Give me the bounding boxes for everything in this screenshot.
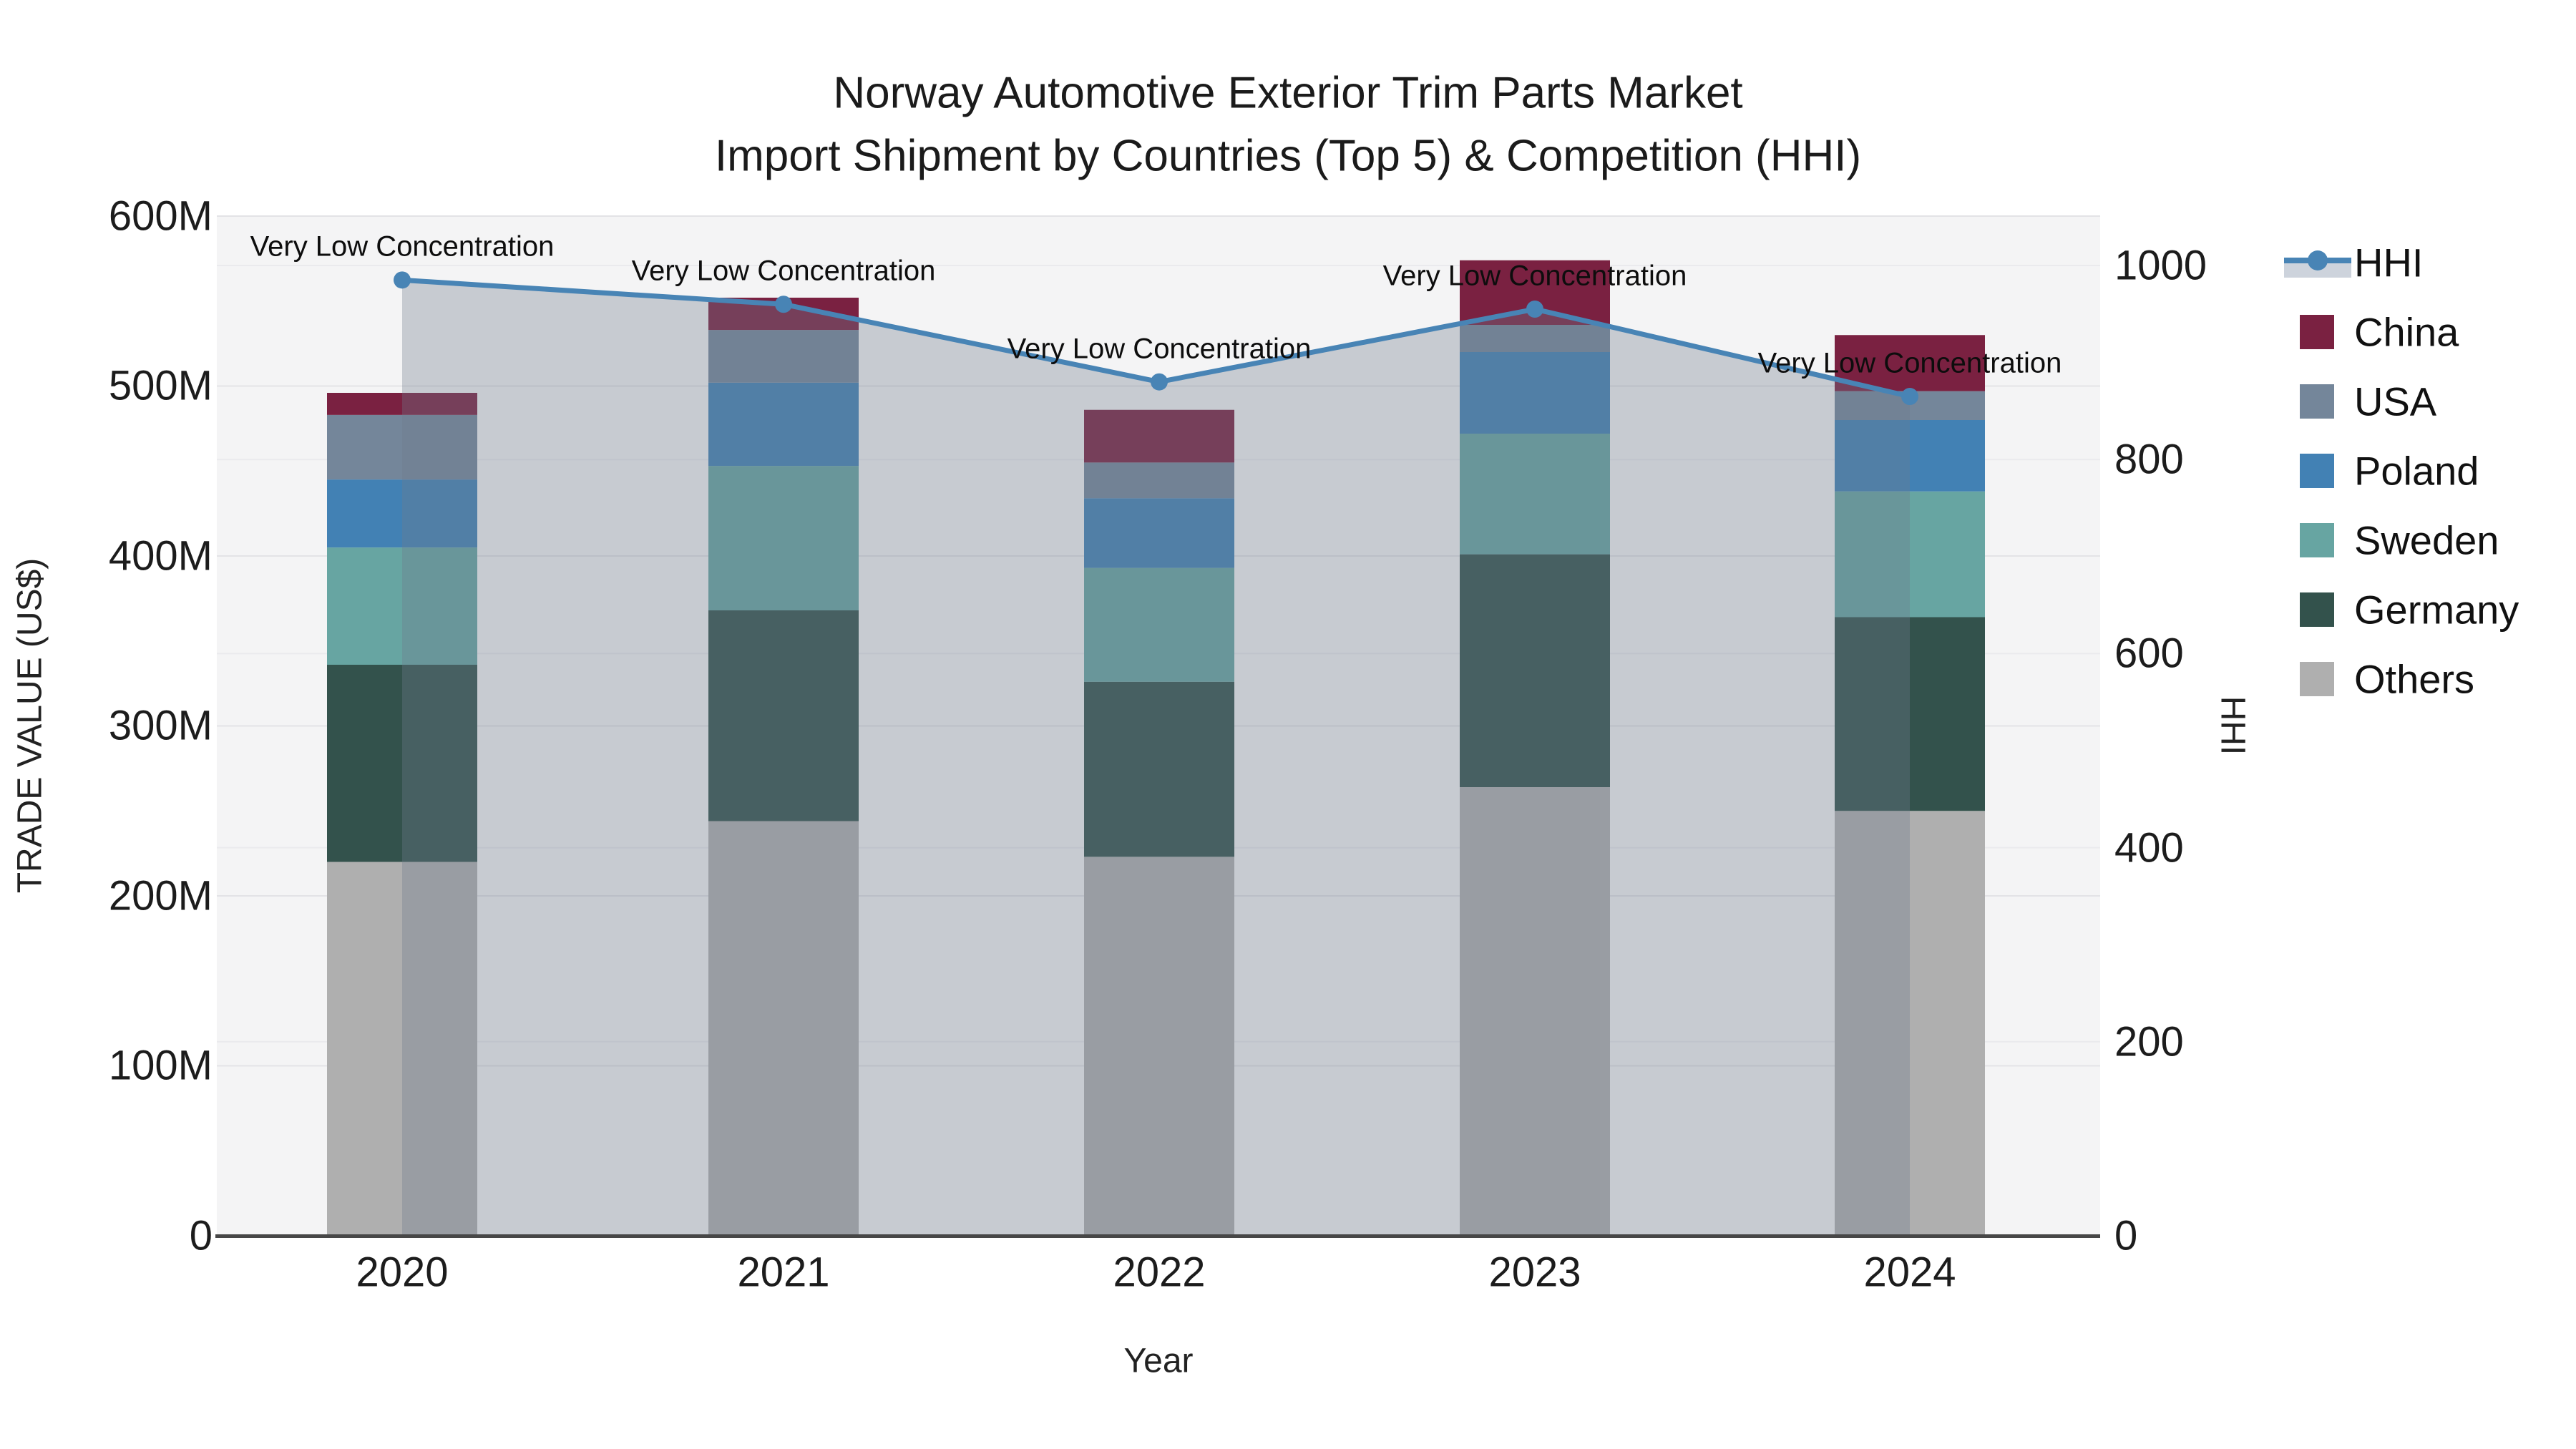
hhi-marker-2023[interactable] bbox=[1526, 301, 1543, 318]
y-right-tick-0: 0 bbox=[2114, 1212, 2138, 1259]
y-right-tick-600: 600 bbox=[2114, 630, 2184, 677]
sweden-swatch-icon bbox=[2300, 523, 2334, 557]
germany-swatch-icon bbox=[2300, 592, 2334, 627]
chart-title-line1: Norway Automotive Exterior Trim Parts Ma… bbox=[833, 68, 1743, 118]
bar-segment-others-2020[interactable] bbox=[327, 862, 477, 1236]
legend-label: Poland bbox=[2354, 448, 2479, 494]
y-left-tick-300: 300M bbox=[108, 702, 213, 749]
y-right-tick-800: 800 bbox=[2114, 436, 2184, 483]
bar-segment-sweden-2023[interactable] bbox=[1460, 434, 1610, 555]
x-axis-title: Year bbox=[1123, 1342, 1194, 1380]
annotation-2020: Very Low Concentration bbox=[250, 230, 555, 263]
y-left-tick-500: 500M bbox=[108, 362, 213, 409]
hhi-marker-2021[interactable] bbox=[775, 296, 792, 313]
legend-label: Others bbox=[2354, 656, 2475, 702]
bar-segment-others-2024[interactable] bbox=[1835, 811, 1985, 1236]
x-tick-2020: 2020 bbox=[356, 1249, 449, 1296]
y-right-tick-1000: 1000 bbox=[2114, 242, 2207, 289]
bar-segment-poland-2024[interactable] bbox=[1835, 420, 1985, 492]
hhi-area-fill bbox=[402, 280, 1910, 1236]
bar-segment-sweden-2020[interactable] bbox=[327, 547, 477, 665]
annotation-2024: Very Low Concentration bbox=[1757, 347, 2062, 379]
bar-segment-germany-2020[interactable] bbox=[327, 665, 477, 862]
x-tick-2023: 2023 bbox=[1488, 1249, 1581, 1296]
legend-label: Sweden bbox=[2354, 517, 2499, 563]
x-tick-2022: 2022 bbox=[1113, 1249, 1206, 1296]
china-swatch-icon bbox=[2300, 315, 2334, 349]
legend-label: China bbox=[2354, 309, 2459, 355]
bar-segment-germany-2022[interactable] bbox=[1084, 681, 1234, 857]
bar-segment-sweden-2021[interactable] bbox=[708, 466, 859, 610]
x-tick-2024: 2024 bbox=[1863, 1249, 1956, 1296]
bar-segment-germany-2024[interactable] bbox=[1835, 617, 1985, 811]
legend-label: USA bbox=[2354, 379, 2437, 424]
hhi-marker-2022[interactable] bbox=[1151, 373, 1168, 391]
hhi-marker-2024[interactable] bbox=[1901, 388, 1918, 406]
bar-segment-usa-2023[interactable] bbox=[1460, 325, 1610, 352]
bar-segment-others-2021[interactable] bbox=[708, 821, 859, 1236]
bar-segment-poland-2020[interactable] bbox=[327, 479, 477, 548]
annotation-2021: Very Low Concentration bbox=[631, 255, 936, 287]
bar-segment-others-2022[interactable] bbox=[1084, 857, 1234, 1236]
bar-segment-sweden-2022[interactable] bbox=[1084, 567, 1234, 682]
bar-segment-china-2022[interactable] bbox=[1084, 409, 1234, 463]
bar-segment-usa-2022[interactable] bbox=[1084, 462, 1234, 499]
x-tick-2021: 2021 bbox=[737, 1249, 830, 1296]
bar-segment-germany-2021[interactable] bbox=[708, 610, 859, 821]
annotation-2022: Very Low Concentration bbox=[1007, 333, 1312, 365]
bar-segment-others-2023[interactable] bbox=[1460, 787, 1610, 1236]
x-axis-line bbox=[215, 1234, 2100, 1238]
bar-segment-china-2024[interactable] bbox=[1835, 335, 1985, 391]
y-left-tick-600: 600M bbox=[108, 192, 213, 240]
y-left-tick-200: 200M bbox=[108, 872, 213, 919]
bar-segment-china-2020[interactable] bbox=[327, 393, 477, 415]
y-right-tick-400: 400 bbox=[2114, 824, 2184, 872]
poland-swatch-icon bbox=[2300, 454, 2334, 488]
bar-segment-usa-2020[interactable] bbox=[327, 414, 477, 480]
usa-swatch-icon bbox=[2300, 384, 2334, 419]
legend-label: Germany bbox=[2354, 587, 2519, 633]
hhi-marker-2020[interactable] bbox=[394, 271, 411, 289]
chart-title-line2: Import Shipment by Countries (Top 5) & C… bbox=[714, 131, 1862, 181]
bar-segment-sweden-2024[interactable] bbox=[1835, 491, 1985, 618]
y-left-tick-0: 0 bbox=[189, 1212, 213, 1259]
bar-segment-poland-2021[interactable] bbox=[708, 382, 859, 467]
others-swatch-icon bbox=[2300, 662, 2334, 696]
hhi-line-icon bbox=[2284, 243, 2351, 283]
y-left-tick-400: 400M bbox=[108, 532, 213, 580]
bar-segment-germany-2023[interactable] bbox=[1460, 554, 1610, 787]
bar-segment-poland-2023[interactable] bbox=[1460, 352, 1610, 434]
y-left-axis-title: TRADE VALUE (US$) bbox=[11, 557, 49, 894]
y-left-tick-100: 100M bbox=[108, 1042, 213, 1089]
legend-label: HHI bbox=[2354, 240, 2424, 286]
annotation-2023: Very Low Concentration bbox=[1382, 260, 1687, 292]
bar-segment-usa-2021[interactable] bbox=[708, 330, 859, 383]
y-right-tick-200: 200 bbox=[2114, 1018, 2184, 1065]
y-right-axis-title: HHI bbox=[2213, 696, 2252, 756]
bar-segment-poland-2022[interactable] bbox=[1084, 498, 1234, 568]
